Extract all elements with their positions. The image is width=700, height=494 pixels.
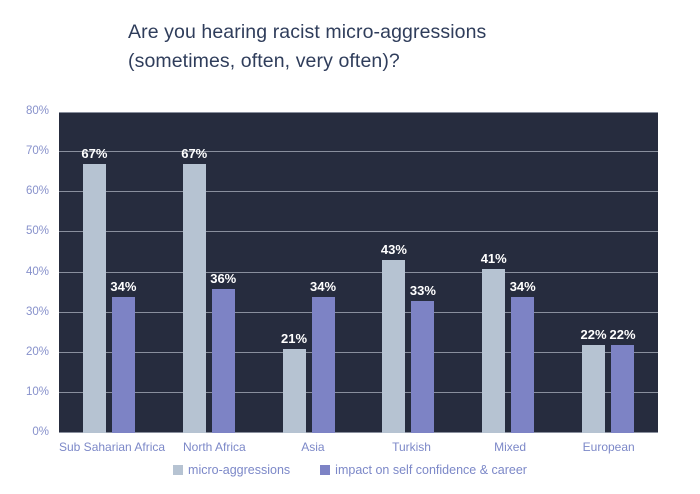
bar-series2-cat0: 34% — [110, 279, 136, 433]
legend: micro-aggressions impact on self confiden… — [0, 463, 700, 477]
bar-value-label: 43% — [380, 242, 407, 258]
y-tick-label: 10% — [25, 385, 49, 398]
plot-area: 67% 34% 67% 36% 21% 34% 43% 33% 41% 34% 22% 22% — [59, 112, 658, 433]
legend-label: impact on self confidence & career — [335, 463, 527, 477]
bar-value-label: 21% — [281, 330, 308, 346]
y-tick-label: 70% — [25, 145, 49, 158]
bar-value-label: 67% — [181, 146, 208, 162]
legend-swatch-icon — [173, 465, 184, 475]
gridline-50 — [59, 231, 658, 233]
bar-series2-cat3: 33% — [410, 283, 436, 433]
y-tick-label: 80% — [25, 105, 49, 117]
chart-title: Are you hearing racist micro-aggressions… — [128, 18, 486, 75]
bar-series1-cat4: 41% — [481, 251, 507, 433]
x-tick-label-1: North Africa — [183, 440, 246, 454]
bar-value-label: 22% — [580, 326, 607, 342]
y-tick-label: 0% — [32, 426, 49, 438]
bar-group-2: 21% 34% — [259, 112, 359, 433]
bar-series1-cat0: 67% — [81, 146, 107, 433]
bar-group-5: 22% 22% — [558, 112, 658, 433]
bar-groups: 67% 34% 67% 36% 21% 34% 43% 33% 41% 34% 22% 22% — [59, 112, 658, 433]
legend-label: micro-aggressions — [188, 463, 291, 477]
legend-item-1: micro-aggressions — [173, 463, 290, 477]
x-tick-label-4: Mixed — [494, 440, 527, 454]
x-tick-label-3: Turkish — [392, 440, 431, 454]
bar-series2-cat5: 22% — [610, 327, 636, 433]
gridline-40 — [59, 271, 658, 273]
bar-value-label: 33% — [409, 282, 436, 298]
y-tick-label: 50% — [25, 225, 49, 238]
legend-item-2: impact on self confidence & career — [320, 463, 527, 477]
x-tick-label-2: Asia — [301, 440, 325, 454]
gridline-20 — [59, 351, 658, 353]
bar-value-label: 34% — [310, 278, 337, 294]
gridline-70 — [59, 151, 658, 153]
bar-series1-cat1: 67% — [181, 146, 207, 433]
bar-value-label: 34% — [110, 278, 137, 294]
x-tick-label-5: European — [582, 440, 635, 454]
bar-value-label: 41% — [480, 250, 507, 266]
gridline-60 — [59, 191, 658, 193]
gridline-10 — [59, 391, 658, 393]
bar-series1-cat5: 22% — [581, 327, 607, 433]
bar-value-label: 67% — [81, 146, 108, 162]
bar-series1-cat2: 21% — [281, 331, 307, 433]
y-tick-label: 40% — [25, 265, 49, 278]
bar-group-3: 43% 33% — [358, 112, 458, 433]
bar-series2-cat2: 34% — [310, 279, 336, 433]
legend-swatch-icon — [320, 465, 331, 475]
chart-title-line-2: (sometimes, often, very often)? — [128, 49, 400, 72]
y-tick-label: 30% — [25, 305, 49, 318]
y-tick-label: 20% — [25, 345, 49, 358]
x-axis: Sub Saharian Africa North Africa Asia Turki… — [59, 440, 658, 454]
bar-series2-cat1: 36% — [210, 271, 236, 433]
bar-series1-cat3: 43% — [381, 242, 407, 433]
bar-group-0: 67% 34% — [59, 112, 159, 433]
bar-series2-cat4: 34% — [510, 279, 536, 433]
gridline-80 — [59, 112, 658, 113]
x-tick-label-0: Sub Saharian Africa — [59, 440, 166, 454]
chart-title-line-1: Are you hearing racist micro-aggressions — [128, 21, 487, 43]
bar-group-1: 67% 36% — [159, 112, 259, 433]
bar-group-4: 41% 34% — [458, 112, 558, 433]
gridline-30 — [59, 311, 658, 313]
bar-value-label: 34% — [509, 278, 536, 294]
y-tick-label: 60% — [25, 185, 49, 198]
gridline-0 — [59, 432, 658, 433]
bar-value-label: 22% — [609, 326, 636, 342]
bar-value-label: 36% — [210, 270, 237, 286]
